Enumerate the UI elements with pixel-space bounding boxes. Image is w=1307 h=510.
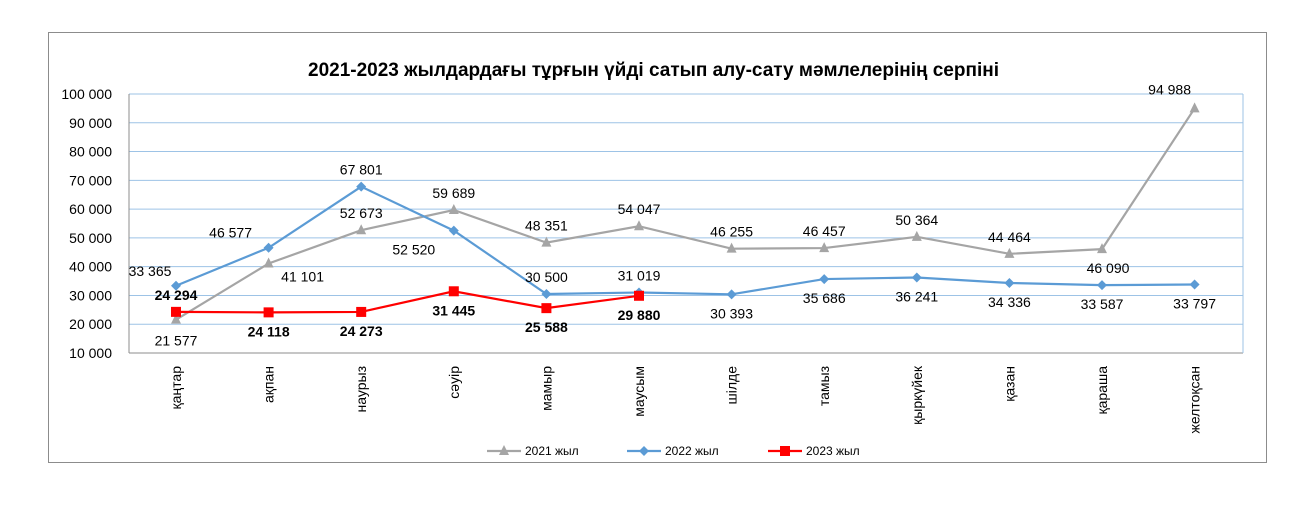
data-label: 21 577 bbox=[155, 333, 198, 349]
triangle-marker bbox=[448, 204, 459, 215]
triangle-marker bbox=[171, 313, 181, 324]
diamond-marker bbox=[819, 274, 830, 285]
x-tick-label: қыркүйек bbox=[909, 365, 925, 425]
data-label: 46 255 bbox=[710, 224, 753, 240]
y-tick-label: 70 000 bbox=[69, 172, 112, 188]
series-line-2023 bbox=[175, 290, 640, 314]
data-label: 54 047 bbox=[618, 201, 661, 217]
x-tick-label: қараша bbox=[1094, 366, 1110, 415]
square-marker bbox=[171, 306, 181, 317]
triangle-marker bbox=[634, 220, 644, 231]
legend-label: 2023 жыл bbox=[806, 444, 860, 458]
diamond-marker bbox=[448, 225, 459, 236]
square-marker bbox=[263, 307, 274, 318]
triangle-marker bbox=[1004, 247, 1015, 258]
data-label: 46 457 bbox=[803, 223, 846, 239]
data-label: 50 364 bbox=[895, 212, 938, 228]
data-label: 52 520 bbox=[392, 242, 435, 258]
chart-title: 2021-2023 жылдардағы тұрғын үйді сатып а… bbox=[308, 60, 999, 81]
diamond-marker bbox=[171, 280, 181, 291]
data-label: 59 689 bbox=[432, 185, 475, 201]
data-label: 35 686 bbox=[803, 290, 846, 306]
data-label: 41 101 bbox=[281, 268, 324, 284]
x-tick-label: қазан bbox=[1001, 366, 1017, 402]
data-label: 24 118 bbox=[248, 323, 290, 339]
diamond-marker bbox=[541, 289, 552, 300]
data-label: 52 673 bbox=[340, 205, 383, 221]
triangle-marker bbox=[819, 242, 830, 253]
y-tick-label: 10 000 bbox=[69, 345, 112, 361]
x-tick-label: мамыр bbox=[538, 366, 554, 411]
y-tick-label: 20 000 bbox=[69, 316, 112, 332]
triangle-marker bbox=[356, 224, 367, 235]
data-label: 24 294 bbox=[155, 287, 198, 303]
y-tick-label: 100 000 bbox=[61, 86, 112, 102]
triangle-marker bbox=[726, 242, 737, 253]
x-tick-label: шілде bbox=[724, 366, 740, 405]
y-tick-label: 80 000 bbox=[69, 144, 112, 160]
triangle-marker bbox=[263, 257, 274, 268]
data-label: 33 365 bbox=[129, 263, 172, 279]
square-marker bbox=[448, 286, 459, 297]
diamond-marker bbox=[1097, 280, 1107, 291]
diamond-marker bbox=[639, 446, 649, 456]
data-label: 33 587 bbox=[1081, 296, 1124, 312]
x-tick-label: қаңтар bbox=[168, 366, 184, 410]
diamond-marker bbox=[1004, 277, 1015, 288]
triangle-marker bbox=[1097, 243, 1107, 254]
diamond-marker bbox=[263, 242, 274, 253]
triangle-marker bbox=[499, 445, 509, 455]
data-label: 46 577 bbox=[209, 225, 252, 241]
y-tick-label: 60 000 bbox=[69, 201, 112, 217]
y-tick-label: 40 000 bbox=[69, 259, 112, 275]
x-tick-label: сәуір bbox=[446, 366, 462, 399]
data-label: 25 588 bbox=[525, 319, 568, 335]
y-tick-label: 50 000 bbox=[69, 230, 112, 246]
data-label: 24 273 bbox=[340, 323, 383, 339]
triangle-marker bbox=[911, 230, 922, 241]
data-label: 34 336 bbox=[988, 294, 1031, 310]
x-tick-label: ақпан bbox=[261, 366, 277, 403]
square-marker bbox=[541, 303, 552, 314]
triangle-marker bbox=[1189, 102, 1200, 113]
diamond-marker bbox=[1189, 279, 1200, 290]
triangle-marker bbox=[541, 236, 552, 247]
data-label: 31 445 bbox=[432, 302, 475, 318]
data-label: 44 464 bbox=[988, 229, 1031, 245]
diamond-marker bbox=[726, 289, 737, 300]
data-label: 67 801 bbox=[340, 162, 383, 178]
data-label: 36 241 bbox=[895, 288, 938, 304]
y-tick-label: 30 000 bbox=[69, 287, 112, 303]
square-marker bbox=[634, 290, 644, 301]
square-marker bbox=[780, 446, 790, 456]
data-label: 46 090 bbox=[1087, 260, 1130, 276]
data-label: 30 393 bbox=[710, 305, 753, 321]
diamond-marker bbox=[356, 181, 367, 192]
data-label: 30 500 bbox=[525, 269, 568, 285]
chart-frame bbox=[48, 32, 1267, 463]
legend-label: 2022 жыл bbox=[665, 444, 719, 458]
data-label: 33 797 bbox=[1173, 296, 1216, 312]
y-tick-label: 90 000 bbox=[69, 115, 112, 131]
series-line-2022 bbox=[175, 185, 1195, 296]
x-tick-label: тамыз bbox=[816, 366, 832, 406]
x-tick-label: маусым bbox=[631, 366, 647, 417]
x-tick-label: наурыз bbox=[353, 366, 369, 412]
legend-label: 2021 жыл bbox=[525, 444, 579, 458]
data-label: 29 880 bbox=[618, 307, 661, 323]
data-label: 48 351 bbox=[525, 218, 568, 234]
square-marker bbox=[356, 306, 367, 317]
series-line-2021 bbox=[175, 107, 1196, 321]
data-label: 94 988 bbox=[1148, 81, 1191, 97]
data-label: 31 019 bbox=[618, 268, 661, 284]
x-tick-label: желтоқсан bbox=[1187, 366, 1203, 434]
diamond-marker bbox=[911, 272, 922, 283]
